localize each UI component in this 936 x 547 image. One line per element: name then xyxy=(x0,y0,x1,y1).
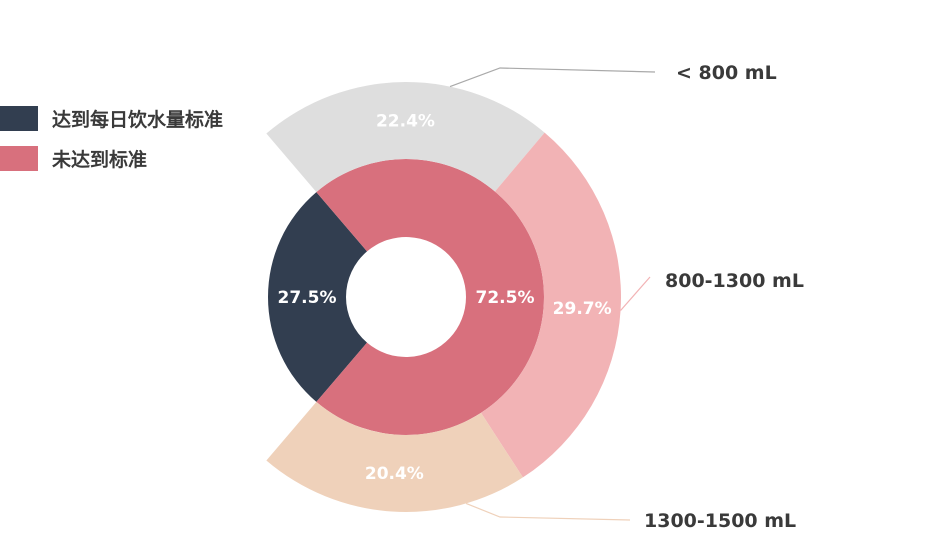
inner-value-label-not-met-standard: 72.5% xyxy=(476,288,535,308)
legend-swatch-met-standard xyxy=(0,105,38,131)
callout-line-1300-1500-ml xyxy=(465,502,631,521)
callout-label-800-1300-ml: 800-1300 mL xyxy=(665,270,804,292)
outer-value-label-800-1300-ml: 29.7% xyxy=(553,299,612,319)
outer-slice-800-1300-ml xyxy=(481,132,621,478)
callout-line-800-ml xyxy=(449,67,656,88)
inner-slice-not-met-standard xyxy=(316,159,544,436)
legend: 达到每日饮水量标准 未达到标准 xyxy=(0,104,223,184)
callout-label-1300-1500-ml: 1300-1500 mL xyxy=(644,510,796,532)
inner-value-label-met-standard: 27.5% xyxy=(278,288,337,308)
outer-value-label-800-ml: 22.4% xyxy=(376,112,435,132)
outer-value-label-1300-1500-ml: 20.4% xyxy=(365,464,424,484)
legend-item-met-standard: 达到每日饮水量标准 xyxy=(0,104,223,132)
callout-line-800-1300-ml xyxy=(620,276,651,311)
inner-slice-met-standard xyxy=(268,192,368,402)
outer-slice-1300-1500-ml xyxy=(266,401,523,512)
legend-label-not-met-standard: 未达到标准 xyxy=(52,148,148,171)
legend-item-not-met-standard: 未达到标准 xyxy=(0,144,223,172)
legend-label-met-standard: 达到每日饮水量标准 xyxy=(52,108,224,131)
legend-swatch-not-met-standard xyxy=(0,145,38,171)
callout-label-800-ml: < 800 mL xyxy=(676,62,777,84)
outer-slice-800-ml xyxy=(266,81,545,193)
